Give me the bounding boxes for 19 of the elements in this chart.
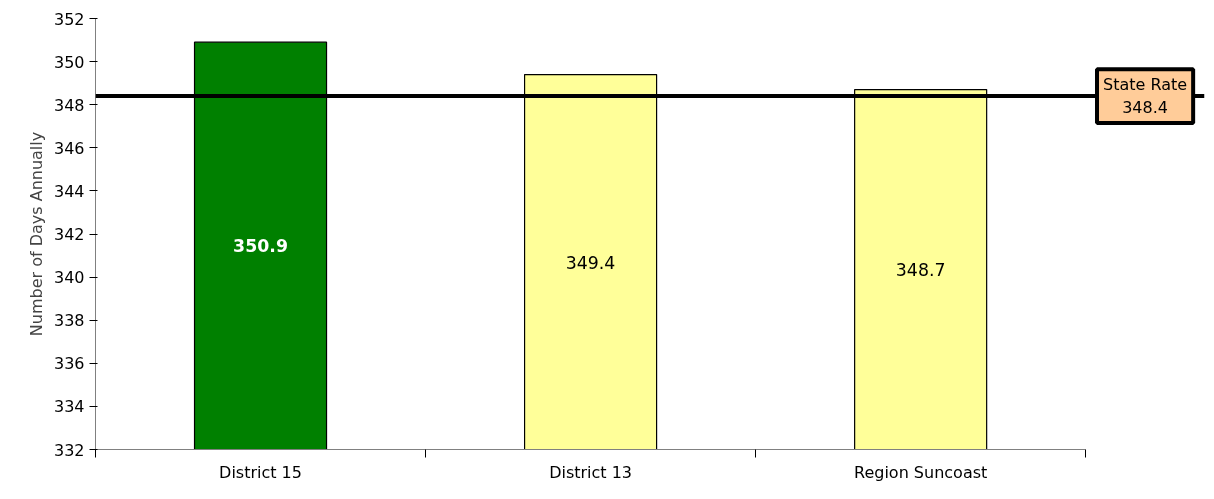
y-tick-label: 334 bbox=[53, 397, 85, 417]
y-tick-label: 338 bbox=[53, 311, 85, 331]
x-tick-label: District 15 bbox=[219, 462, 302, 482]
y-tick-label: 336 bbox=[53, 354, 85, 374]
y-tick-label: 340 bbox=[53, 268, 85, 288]
y-tick-label: 342 bbox=[53, 225, 85, 244]
y-tick-label: 332 bbox=[53, 440, 85, 460]
y-tick-label: 346 bbox=[53, 138, 85, 158]
y-tick-label: 344 bbox=[53, 181, 85, 201]
x-tick-label: Region Suncoast bbox=[854, 462, 988, 482]
y-tick-label: 350 bbox=[53, 52, 85, 72]
x-tick-label: District 13 bbox=[549, 462, 633, 482]
y-tick-label: 348 bbox=[53, 95, 85, 115]
data-label: 349.4 bbox=[565, 252, 616, 273]
y-tick-label: 352 bbox=[53, 9, 85, 29]
data-label: 348.7 bbox=[895, 260, 946, 281]
y-axis-title: Number of Days Annually bbox=[26, 131, 46, 337]
ref-line-label: State Rate 348.4 bbox=[1103, 75, 1188, 117]
data-label: 350.9 bbox=[233, 236, 288, 257]
